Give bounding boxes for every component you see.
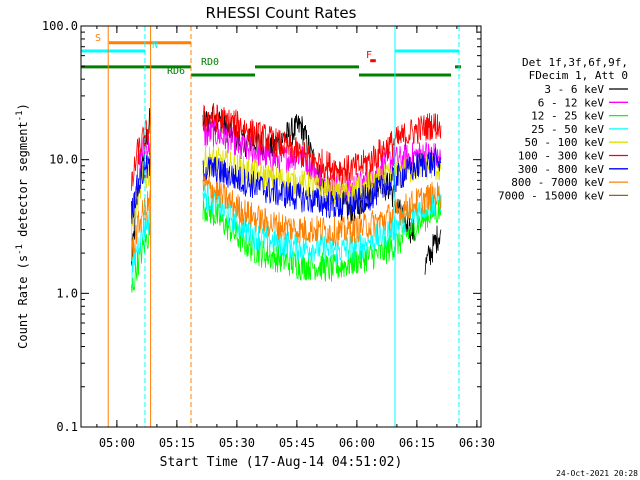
y-axis-label-sup1: -1 xyxy=(15,244,25,255)
flag-layer: S N F RD0 RD6 xyxy=(81,33,461,77)
flag-label-s: S xyxy=(95,33,101,44)
series-trace-5-0 xyxy=(131,115,151,191)
series-layer xyxy=(131,103,442,293)
y-axis-label-end: ) xyxy=(16,103,30,110)
x-tick-label: 06:00 xyxy=(339,436,375,450)
flag-label-n: N xyxy=(152,40,158,51)
series-trace-2-1 xyxy=(202,193,442,282)
axis-layer: 05:00 05:15 05:30 05:45 06:00 06:15 06:30 0.1 1.… xyxy=(42,19,495,450)
chart-title: RHESSI Count Rates xyxy=(206,4,357,22)
series-trace-0-2 xyxy=(424,225,442,275)
legend-entry-label: 12 - 25 keV xyxy=(531,110,604,123)
legend-entry-label: 25 - 50 keV xyxy=(531,123,604,136)
series-trace-7-0 xyxy=(131,189,151,261)
series-trace-4-1 xyxy=(202,144,442,207)
y-axis-label: Count Rate (s-1 detector segment-1) xyxy=(15,103,30,349)
legend: Det 1f,3f,6f,9f,FDecim 1, Att 03 - 6 keV… xyxy=(498,56,628,202)
legend-header-line: FDecim 1, Att 0 xyxy=(529,69,628,82)
x-tick-label: 05:30 xyxy=(219,436,255,450)
y-axis-label-mid: detector segment xyxy=(16,121,30,244)
y-tick-label: 100.0 xyxy=(42,19,78,33)
legend-entry-label: 3 - 6 keV xyxy=(544,83,604,96)
flag-label-rd6: RD6 xyxy=(167,66,185,77)
legend-header-line: Det 1f,3f,6f,9f, xyxy=(522,56,628,69)
series-trace-2-0 xyxy=(131,220,151,293)
x-axis-label: Start Time (17-Aug-14 04:51:02) xyxy=(160,455,403,470)
legend-entry-label: 6 - 12 keV xyxy=(538,96,605,109)
y-tick-label: 10.0 xyxy=(49,153,78,167)
x-tick-label: 05:15 xyxy=(159,436,195,450)
x-tick-label: 06:30 xyxy=(459,436,495,450)
series-trace-7-1 xyxy=(202,174,442,247)
y-tick-label: 0.1 xyxy=(56,420,78,434)
x-tick-label: 06:15 xyxy=(399,436,435,450)
series-trace-6-0 xyxy=(131,152,151,224)
series-trace-5-1 xyxy=(202,103,442,184)
y-axis-label-main: Count Rate (s xyxy=(16,255,30,349)
legend-entry-label: 100 - 300 keV xyxy=(518,150,604,163)
legend-entry-label: 7000 - 15000 keV xyxy=(498,189,604,202)
legend-entry-label: 800 - 7000 keV xyxy=(511,176,604,189)
legend-entry-label: 300 - 800 keV xyxy=(518,163,604,176)
x-tick-label: 05:45 xyxy=(279,436,315,450)
flag-label-f: F xyxy=(366,50,372,61)
flag-label-rd0: RD0 xyxy=(201,57,219,68)
x-tick-label: 05:00 xyxy=(99,436,135,450)
series-trace-6-1 xyxy=(202,147,442,219)
plot-frame xyxy=(80,25,482,428)
y-axis-label-sup2: -1 xyxy=(15,110,25,121)
footer-timestamp: 24-Oct-2021 20:28 xyxy=(556,469,638,478)
legend-entry-label: 50 - 100 keV xyxy=(525,136,605,149)
y-tick-label: 1.0 xyxy=(56,286,78,300)
